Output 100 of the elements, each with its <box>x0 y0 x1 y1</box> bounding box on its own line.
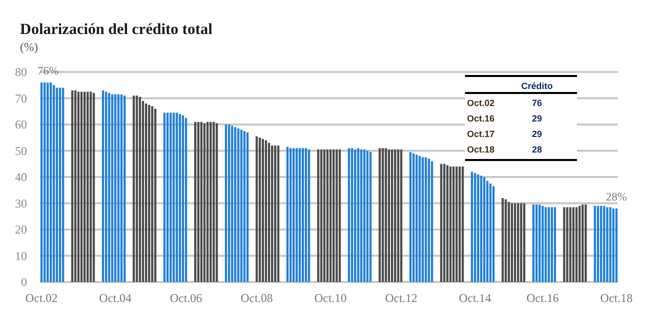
bar <box>203 123 206 282</box>
bar <box>136 96 138 282</box>
bar <box>600 206 602 282</box>
x-tick-label: Oct.12 <box>385 291 418 305</box>
bar <box>483 177 486 282</box>
bar <box>563 207 566 282</box>
bar <box>80 92 83 282</box>
bar <box>615 208 618 282</box>
y-axis-title: (%) <box>20 40 38 54</box>
bar <box>206 122 209 282</box>
bar <box>292 148 295 282</box>
bar <box>382 148 384 282</box>
y-tick-label: 70 <box>15 91 27 106</box>
bar <box>317 149 320 282</box>
bar <box>170 112 172 282</box>
bar <box>62 88 64 282</box>
bar <box>231 126 234 282</box>
bar <box>470 172 474 282</box>
bar <box>338 149 341 282</box>
bar <box>409 152 412 282</box>
annotation: Oct.18 <box>467 144 495 154</box>
x-tick-label: Oct.14 <box>458 291 492 305</box>
bar <box>77 92 80 282</box>
bar <box>456 166 458 282</box>
annotation: 29 <box>532 114 542 124</box>
bar <box>108 93 110 282</box>
bar <box>228 124 230 282</box>
bar <box>336 149 338 282</box>
bar <box>550 207 553 282</box>
bar <box>163 112 166 282</box>
bar <box>274 146 276 282</box>
bar <box>86 92 89 282</box>
bar <box>114 94 116 282</box>
bar <box>262 138 264 282</box>
bar <box>264 140 268 282</box>
bar <box>449 166 452 282</box>
bar <box>84 92 86 282</box>
bar <box>302 148 304 282</box>
bar <box>286 146 289 282</box>
bar <box>74 90 76 282</box>
bar <box>277 146 280 282</box>
bar <box>224 124 228 282</box>
x-tick-label: Oct.04 <box>99 291 132 305</box>
bar <box>246 132 249 282</box>
bar <box>357 148 360 282</box>
bar <box>394 149 396 282</box>
bar <box>532 204 535 282</box>
bar <box>144 104 148 282</box>
bar <box>237 128 240 282</box>
bar <box>360 149 362 282</box>
bar <box>50 82 52 282</box>
bar <box>520 203 522 282</box>
bar <box>492 186 495 282</box>
bar <box>58 88 62 282</box>
x-tick-label: Oct.08 <box>240 291 273 305</box>
annotation: Crédito <box>521 81 554 91</box>
bar <box>502 198 504 282</box>
bar <box>575 207 578 282</box>
bar <box>210 122 212 282</box>
bar <box>582 204 584 282</box>
bar <box>578 206 581 282</box>
bar <box>111 94 114 282</box>
bar <box>412 153 415 282</box>
bar <box>462 166 464 282</box>
annotation: Oct.02 <box>467 98 495 108</box>
bar <box>542 206 544 282</box>
bar <box>566 207 568 282</box>
y-tick-label: 60 <box>15 118 27 132</box>
bar <box>197 122 200 282</box>
bar <box>323 149 326 282</box>
y-tick-label: 50 <box>15 144 27 158</box>
bar <box>44 82 46 282</box>
bar <box>517 203 520 282</box>
bar <box>548 207 550 282</box>
bar <box>504 199 507 282</box>
bar <box>474 173 476 282</box>
bar <box>584 204 587 282</box>
bar <box>332 149 335 282</box>
bar <box>184 118 188 282</box>
bar <box>366 150 369 282</box>
bar <box>422 157 424 282</box>
bar <box>40 82 43 282</box>
bar <box>194 122 196 282</box>
chart-title: Dolarización del crédito total <box>20 21 214 38</box>
annotation: Oct.16 <box>467 114 495 124</box>
annotation: 76% <box>38 66 60 78</box>
bar <box>544 207 547 282</box>
bar <box>569 207 572 282</box>
bar <box>378 148 381 282</box>
bar <box>296 148 298 282</box>
x-tick-label: Oct.10 <box>314 291 347 305</box>
bar <box>390 149 394 282</box>
bar <box>240 130 242 282</box>
bar <box>52 85 55 282</box>
x-tick-label: Oct.18 <box>600 291 633 305</box>
bar <box>440 164 442 282</box>
bar <box>200 122 202 282</box>
bar <box>102 90 104 282</box>
bar <box>105 92 108 282</box>
bar <box>234 127 236 282</box>
